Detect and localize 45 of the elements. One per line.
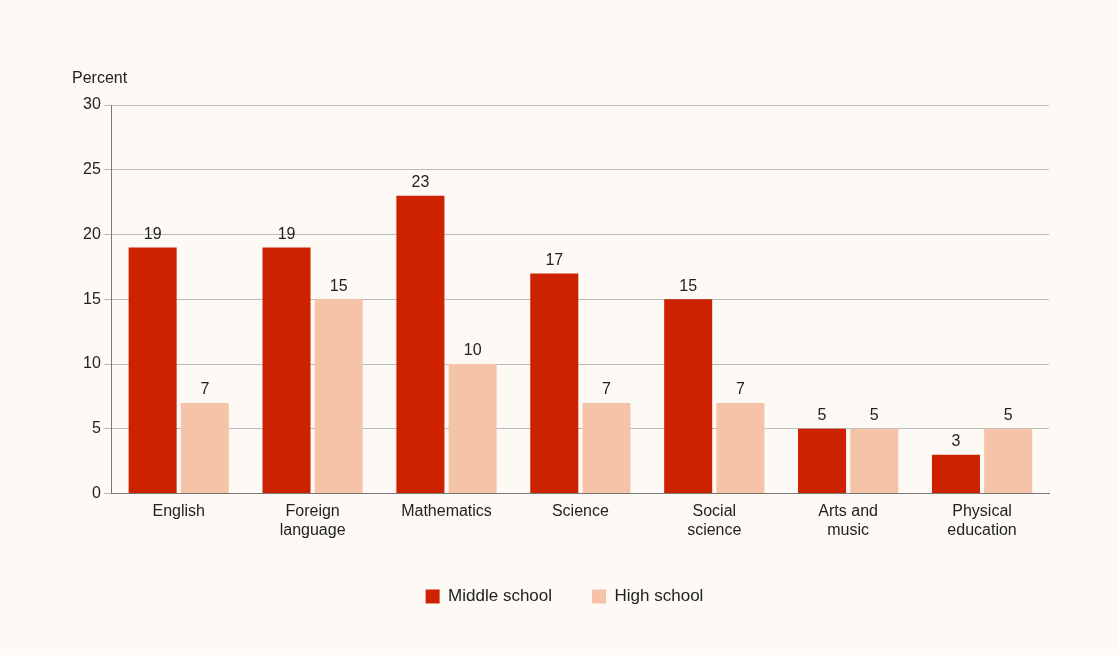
data-label: 23 xyxy=(411,173,430,191)
y-tick-label: 5 xyxy=(91,419,101,437)
y-tick-label: 25 xyxy=(83,160,101,178)
y-tick-label: 10 xyxy=(83,354,101,372)
bar xyxy=(931,454,980,494)
bar xyxy=(850,428,899,494)
data-label: 3 xyxy=(951,432,961,450)
bar xyxy=(180,402,229,494)
bar xyxy=(128,247,177,494)
bar xyxy=(396,195,445,494)
bar xyxy=(314,299,363,494)
x-tick-label: Physical education xyxy=(947,501,1017,538)
data-label: 17 xyxy=(545,250,564,268)
y-tick-label: 30 xyxy=(83,95,101,113)
x-tick-label: Social science xyxy=(687,501,742,538)
data-label: 5 xyxy=(817,406,827,424)
x-tick-label: Foreign language xyxy=(279,501,346,538)
bar xyxy=(530,273,579,494)
y-tick-label: 15 xyxy=(83,289,101,307)
x-tick-label: English xyxy=(152,501,205,519)
x-tick-label: Mathematics xyxy=(401,501,492,519)
data-label: 19 xyxy=(143,224,162,242)
data-label: 15 xyxy=(329,276,348,294)
data-label: 5 xyxy=(869,406,879,424)
data-label: 7 xyxy=(602,380,612,398)
y-tick-label: 0 xyxy=(91,484,101,502)
legend-label: High school xyxy=(614,586,704,606)
x-tick-label: Arts and music xyxy=(818,501,878,538)
data-label: 10 xyxy=(463,341,482,359)
data-label: 15 xyxy=(679,276,698,294)
data-label: 5 xyxy=(1003,406,1013,424)
x-tick-label: Science xyxy=(551,501,609,519)
bar xyxy=(798,428,847,494)
bar xyxy=(664,299,713,494)
y-axis-title: Percent xyxy=(72,69,128,87)
bar xyxy=(984,428,1033,494)
data-label: 19 xyxy=(277,224,296,242)
bar xyxy=(582,402,631,494)
bar xyxy=(262,247,311,494)
bar xyxy=(716,402,765,494)
bar xyxy=(448,364,497,494)
legend-label: Middle school xyxy=(448,586,553,606)
y-tick-label: 20 xyxy=(83,224,101,242)
data-label: 7 xyxy=(735,380,745,398)
data-label: 7 xyxy=(200,380,210,398)
